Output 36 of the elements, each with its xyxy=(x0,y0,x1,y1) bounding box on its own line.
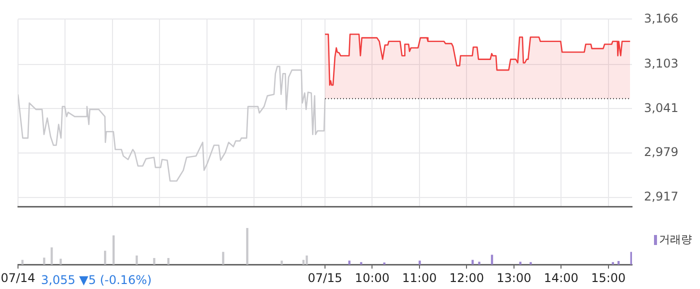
bar xyxy=(348,260,350,265)
x-tick-label: 15:00 xyxy=(591,270,626,285)
bar xyxy=(43,258,46,265)
bar xyxy=(104,250,106,265)
bar xyxy=(153,258,156,265)
y-tick-label: 3,166 xyxy=(644,11,678,26)
bar xyxy=(112,235,115,265)
bar xyxy=(136,255,138,265)
y-tick-label: 3,041 xyxy=(644,100,678,115)
bar xyxy=(167,258,170,265)
bar xyxy=(612,262,614,265)
bar xyxy=(383,262,386,265)
legend-label: 거래량 xyxy=(659,232,692,247)
x-tick-label: 07/14 xyxy=(0,270,36,285)
text: 3,055 ▼5 (-0.16%) xyxy=(41,273,152,287)
bar xyxy=(246,228,248,265)
bar xyxy=(306,255,308,265)
x-tick-label: 07/15 xyxy=(308,270,342,285)
y-tick-label: 3,103 xyxy=(644,56,678,70)
bar xyxy=(478,262,480,265)
y-tick-label: 2,979 xyxy=(644,145,678,160)
bar xyxy=(618,260,620,265)
bar xyxy=(519,262,522,265)
x-tick-label: 11:00 xyxy=(402,270,437,285)
x-tick-label: 13:00 xyxy=(496,270,532,285)
bar xyxy=(60,258,62,265)
bar xyxy=(418,260,421,265)
x-tick-label: 14:00 xyxy=(544,270,578,285)
bar xyxy=(530,262,532,265)
bar xyxy=(360,262,362,265)
bar xyxy=(50,247,53,265)
x-tick-label: 10:00 xyxy=(354,270,390,285)
y-tick-label: 2,917 xyxy=(644,190,678,204)
x-tick-label: 12:00 xyxy=(449,270,484,285)
bar xyxy=(222,252,224,265)
bar xyxy=(280,260,283,265)
